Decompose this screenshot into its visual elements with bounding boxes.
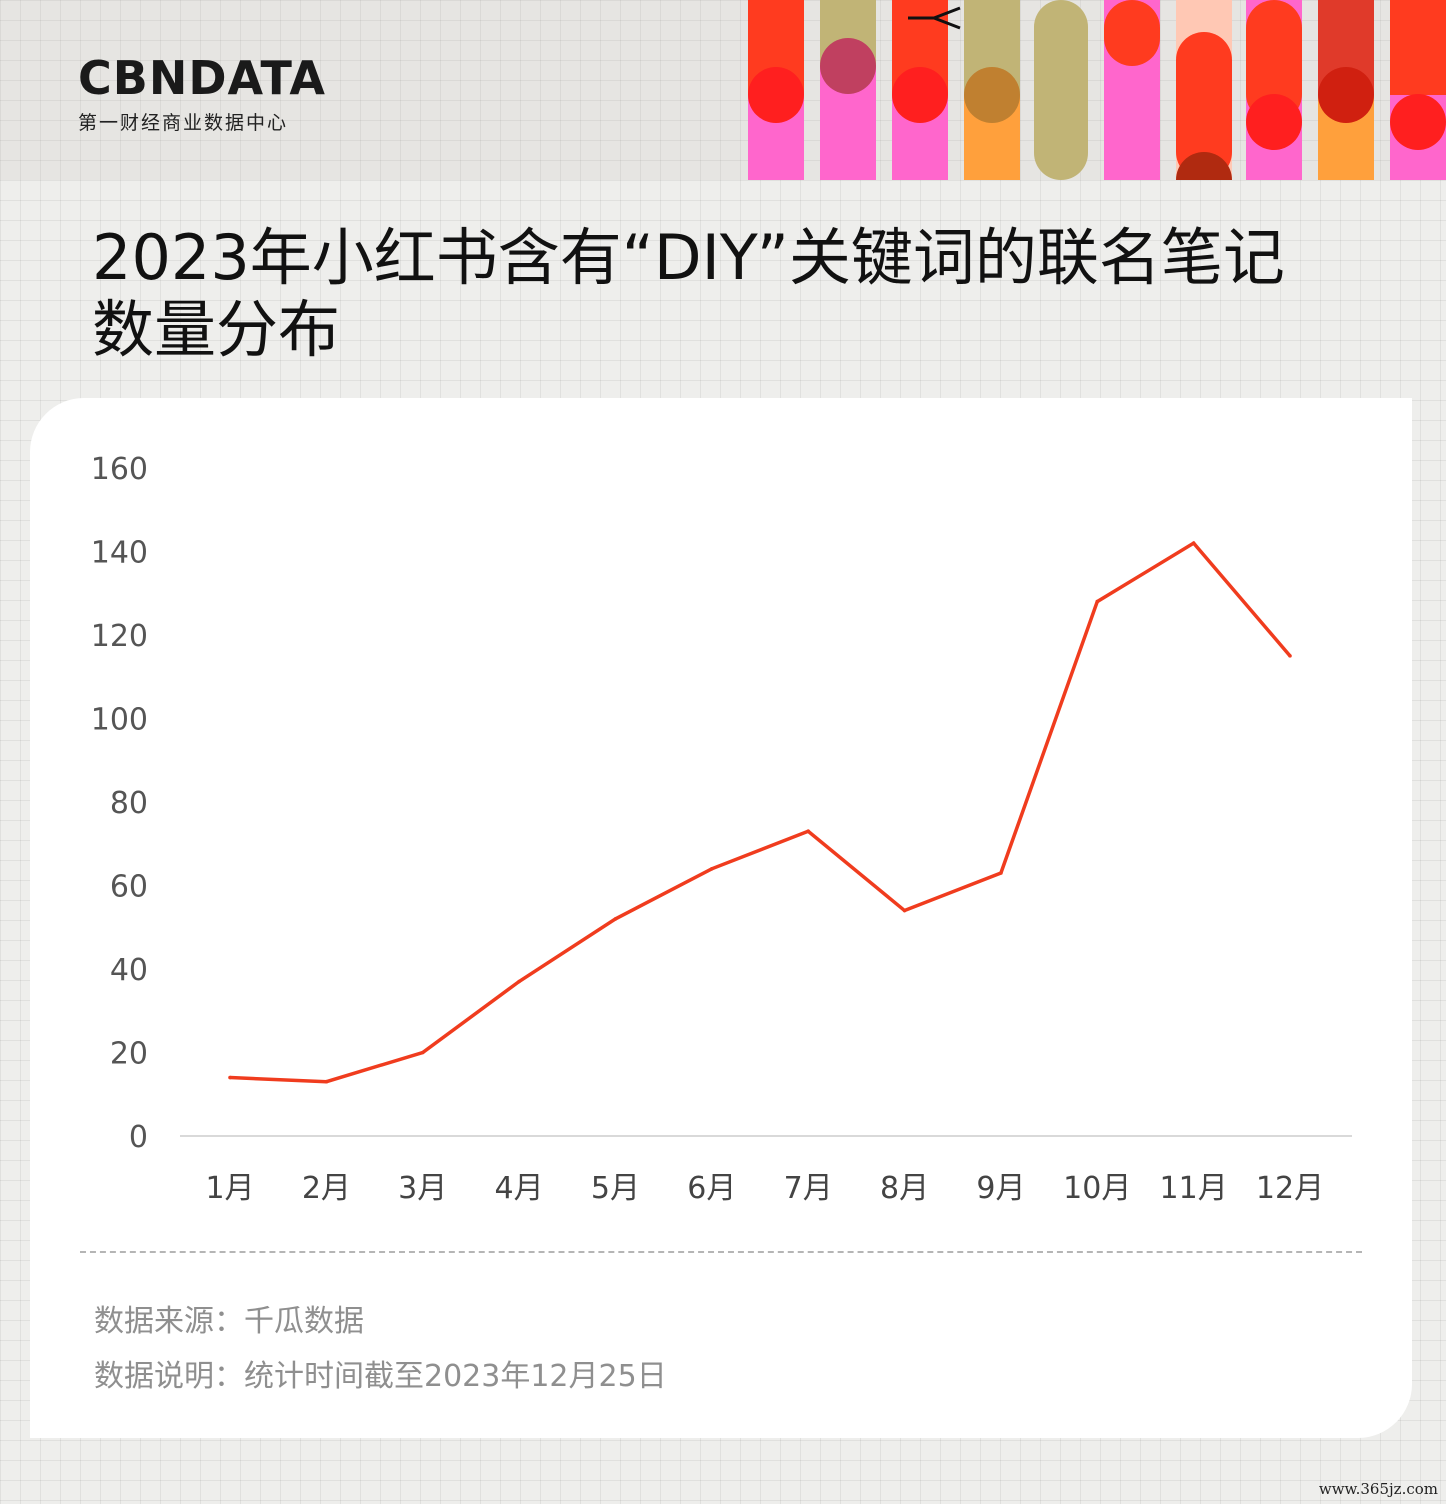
y-tick-label: 40 <box>110 953 148 988</box>
x-tick-label: 1月 <box>205 1171 254 1206</box>
y-tick-label: 60 <box>110 870 148 905</box>
data-point <box>1095 599 1100 604</box>
logo-subtitle: 第一财经商业数据中心 <box>78 112 289 134</box>
data-point <box>420 1050 425 1055</box>
x-tick-label: 5月 <box>591 1171 640 1206</box>
dashed-divider <box>80 1251 1362 1253</box>
x-tick-label: 10月 <box>1063 1171 1131 1206</box>
chart-title: 2023年小红书含有“DIY”关键词的联名笔记数量分布 <box>92 221 1285 366</box>
x-tick-label: 6月 <box>687 1171 736 1206</box>
y-tick-label: 100 <box>91 703 148 738</box>
x-tick-label: 11月 <box>1160 1171 1228 1206</box>
y-tick-label: 120 <box>91 619 148 654</box>
data-point <box>613 917 618 921</box>
x-tick-label: 7月 <box>784 1171 833 1206</box>
data-point <box>999 871 1003 875</box>
chart-card <box>30 398 1412 1438</box>
x-tick-label: 12月 <box>1256 1171 1324 1206</box>
x-tick-label: 9月 <box>976 1171 1025 1206</box>
data-point <box>806 829 810 834</box>
x-tick-label: 3月 <box>398 1171 447 1206</box>
data-point <box>1191 541 1196 545</box>
cbndata-logo: CBNDATA 第一财经商业数据中心 <box>78 52 340 135</box>
data-series-line <box>229 540 1292 1084</box>
x-tick-label: 8月 <box>880 1171 929 1206</box>
y-tick-label: 0 <box>129 1120 148 1155</box>
y-tick-label: 20 <box>110 1037 148 1072</box>
data-point <box>1288 654 1292 658</box>
data-point <box>324 1079 329 1084</box>
data-source-note: 数据来源：千瓜数据 <box>94 1304 364 1339</box>
data-description-note: 数据说明：统计时间截至2023年12月25日 <box>94 1359 667 1394</box>
y-tick-label: 160 <box>91 452 148 487</box>
data-point <box>710 867 714 871</box>
y-tick-label: 80 <box>110 786 148 821</box>
data-point <box>517 979 521 984</box>
data-point <box>902 908 907 913</box>
y-tick-label: 140 <box>91 536 148 571</box>
x-tick-label: 2月 <box>302 1171 351 1206</box>
line-chart: 0 20 40 60 80 100 120 140 160 1月 2月 3月 4月 5月 6月 7月 8月 9月 1… <box>91 452 1352 1206</box>
logo-mark: CBNDATA <box>78 51 326 105</box>
decorative-banner <box>748 0 1446 180</box>
site-watermark: www.365jz.com <box>1318 1480 1438 1498</box>
x-tick-label: 4月 <box>495 1171 544 1206</box>
data-point <box>228 1075 232 1080</box>
